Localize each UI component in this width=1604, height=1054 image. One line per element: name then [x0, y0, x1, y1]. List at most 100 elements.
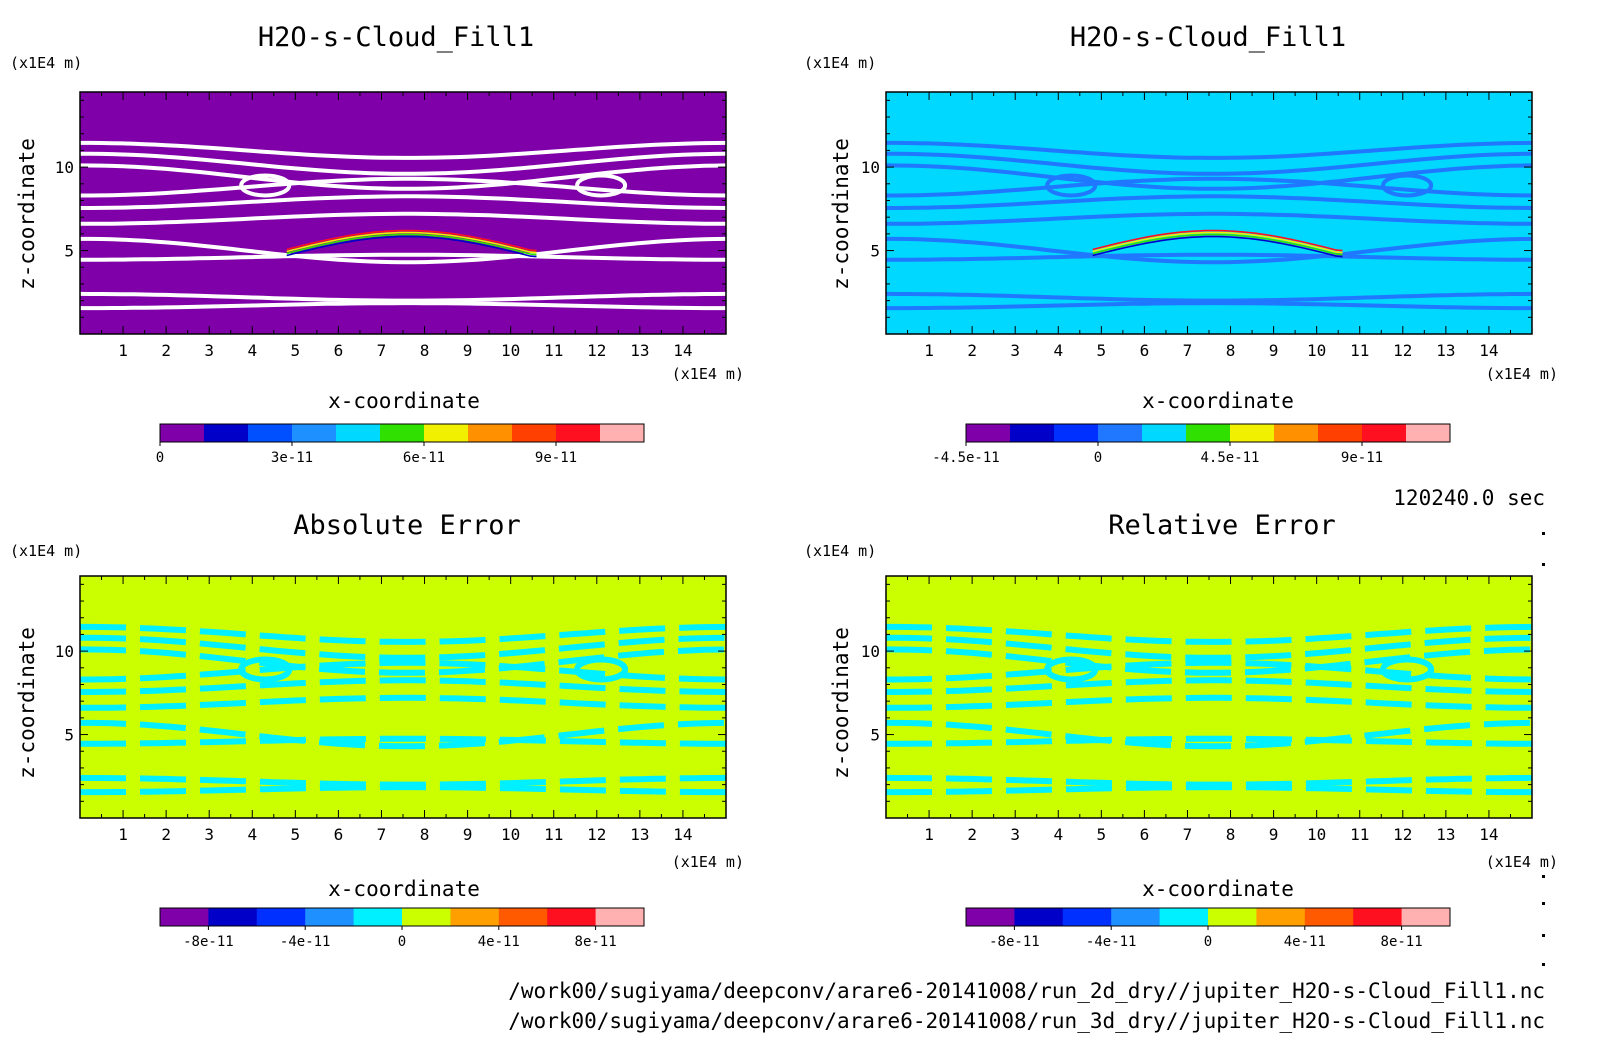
x-tick-label: 4: [1053, 825, 1063, 844]
field: [80, 92, 726, 334]
x-tick-label: 10: [1307, 341, 1326, 360]
colorbar-label: -4.5e-11: [932, 450, 999, 466]
colorbar-swatch: [1304, 908, 1354, 926]
x-tick-label: 12: [587, 341, 606, 360]
y-unit-label: (x1E4 m): [10, 54, 82, 72]
field-band: [886, 140, 1532, 160]
colorbar-swatch: [1353, 908, 1403, 926]
field: [886, 92, 1532, 334]
colorbar-swatch: [305, 908, 355, 926]
colorbar-label: 6e-11: [403, 450, 445, 466]
colorbar-label: 9e-11: [535, 450, 577, 466]
field-swirl: [1045, 173, 1098, 198]
colorbar-swatch: [1274, 424, 1319, 442]
x-tick-label: 8: [1226, 825, 1236, 844]
field-swirl: [238, 656, 293, 683]
x-tick-label: 11: [544, 341, 563, 360]
y-axis-label: z-coordinate: [829, 627, 853, 779]
colorbar-swatch: [556, 424, 601, 442]
colorbar: -8e-11 -4e-11 0 4e-11 8e-11: [965, 907, 1451, 950]
panel-title: H2O-s-Cloud_Fill1: [258, 22, 534, 53]
field-band: [886, 163, 1532, 191]
cloud-layer: [1092, 233, 1343, 256]
x-tick-label: 14: [673, 825, 692, 844]
colorbar-swatch: [600, 424, 645, 442]
x-tick-label: 1: [118, 825, 128, 844]
panel-title: Absolute Error: [293, 510, 521, 541]
colorbar-label: 0: [156, 450, 164, 466]
x-tick-label: 7: [1183, 825, 1193, 844]
plot-area: [885, 91, 1533, 335]
colorbar-swatch: [1054, 424, 1099, 442]
field-band: [80, 735, 726, 747]
file-path-2: /work00/sugiyama/deepconv/arare6-2014100…: [508, 1009, 1545, 1033]
colorbar-swatch: [966, 908, 1015, 926]
colorbar-swatch: [1014, 908, 1064, 926]
x-tick-label: 13: [630, 341, 649, 360]
field-band: [886, 784, 1532, 796]
x-tick-label: 13: [630, 825, 649, 844]
field-swirl: [574, 656, 629, 683]
field-band: [80, 211, 726, 226]
x-tick-label: 14: [1479, 341, 1498, 360]
x-tick-label: 7: [377, 825, 387, 844]
y-tick-label: 10: [861, 642, 880, 661]
y-tick-label: 5: [64, 242, 74, 261]
colorbar-swatch: [1111, 908, 1161, 926]
x-tick-label: 13: [1436, 825, 1455, 844]
x-tick-label: 4: [247, 825, 257, 844]
x-unit-label: (x1E4 m): [1486, 365, 1558, 383]
field-band: [886, 194, 1532, 210]
field-band: [886, 623, 1532, 645]
cloud-layer: [1092, 229, 1343, 252]
colorbar-swatch: [1010, 424, 1055, 442]
colorbar-swatch: [292, 424, 337, 442]
colorbar-label: 0: [398, 934, 406, 950]
colorbar-swatch: [1256, 908, 1306, 926]
x-tick-label: 9: [463, 341, 473, 360]
field-band: [80, 291, 726, 303]
field-band: [886, 719, 1532, 750]
colorbar-label: 4e-11: [478, 934, 520, 950]
field-swirl: [1044, 656, 1099, 683]
x-tick-label: 12: [1393, 825, 1412, 844]
cloud-layer: [286, 231, 537, 254]
field-band: [886, 236, 1532, 265]
x-tick-label: 7: [1183, 341, 1193, 360]
x-tick-label: 10: [501, 341, 520, 360]
y-unit-label: (x1E4 m): [804, 54, 876, 72]
x-tick-label: 2: [161, 341, 171, 360]
y-axis-label: z-coordinate: [829, 138, 853, 290]
cloud-layer: [286, 235, 537, 258]
x-tick-label: 10: [501, 825, 520, 844]
cloud-layer: [286, 233, 537, 256]
field-band: [80, 634, 726, 661]
field-band: [80, 623, 726, 645]
colorbar-label: 3e-11: [271, 450, 313, 466]
plot-area: [885, 575, 1533, 819]
field-band: [80, 719, 726, 750]
x-tick-label: 14: [673, 341, 692, 360]
colorbar-swatch: [1142, 424, 1187, 442]
colorbar-swatch: [1401, 908, 1451, 926]
field-band: [886, 634, 1532, 661]
colorbar-swatch: [248, 424, 293, 442]
y-unit-label: (x1E4 m): [10, 542, 82, 560]
x-tick-label: 4: [1053, 341, 1063, 360]
colorbar-swatch: [547, 908, 597, 926]
panel-title: H2O-s-Cloud_Fill1: [1070, 22, 1346, 53]
field-swirl: [239, 173, 292, 198]
colorbar-swatch: [380, 424, 425, 442]
x-tick-label: 2: [967, 825, 977, 844]
file-path-1: /work00/sugiyama/deepconv/arare6-2014100…: [508, 979, 1545, 1003]
colorbar-swatch: [204, 424, 249, 442]
x-axis-label: x-coordinate: [328, 877, 480, 901]
colorbar: 0 3e-11 6e-11 9e-11: [156, 423, 645, 466]
colorbar-label: 4.5e-11: [1200, 450, 1259, 466]
x-tick-label: 3: [1010, 341, 1020, 360]
field-band: [886, 252, 1532, 262]
x-axis-label: x-coordinate: [1142, 877, 1294, 901]
colorbar-swatch: [424, 424, 469, 442]
